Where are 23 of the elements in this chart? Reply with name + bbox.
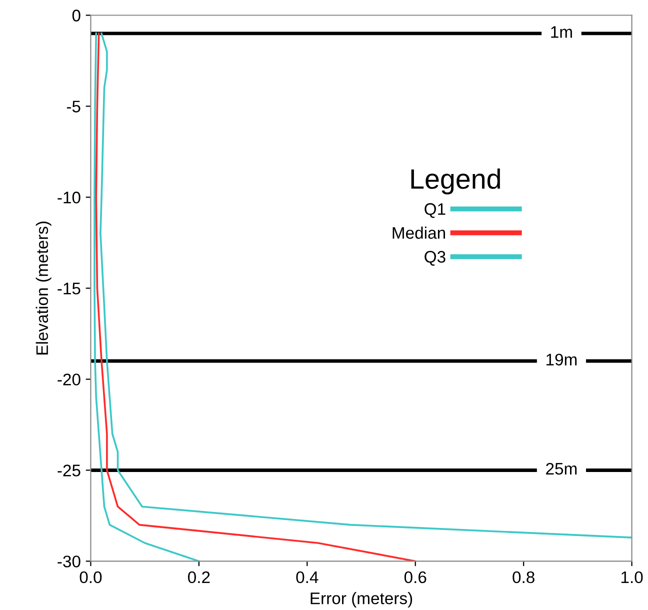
y-tick-label: -30 [58,556,80,568]
y-tick-label: -25 [58,464,80,476]
y-tick-label: 0 [72,10,80,22]
ref-line-label: 25m [546,462,577,475]
y-tick-label: -15 [58,282,80,294]
legend-label: Median [392,226,445,239]
y-tick-label: -10 [58,192,80,204]
y-tick-label: -5 [66,100,80,112]
x-tick-label: 1.0 [621,571,643,584]
y-tick-label: -20 [58,374,80,386]
x-tick-label: 0.6 [404,571,426,584]
y-axis-title: Elevation (meters) [36,222,52,354]
ref-line-label: 19m [546,354,577,366]
line-series [94,32,200,562]
x-axis-title: Error (meters) [310,592,412,608]
x-tick-label: 0.8 [512,571,534,584]
ref-line-label: 1m [551,26,572,38]
legend-title: Legend [411,168,500,194]
x-tick-label: 0.2 [188,571,210,584]
x-tick-label: 0.4 [296,571,318,584]
legend-label: Q3 [424,250,446,266]
x-tick-label: 0.0 [80,571,102,584]
legend-label: Q1 [424,203,446,218]
